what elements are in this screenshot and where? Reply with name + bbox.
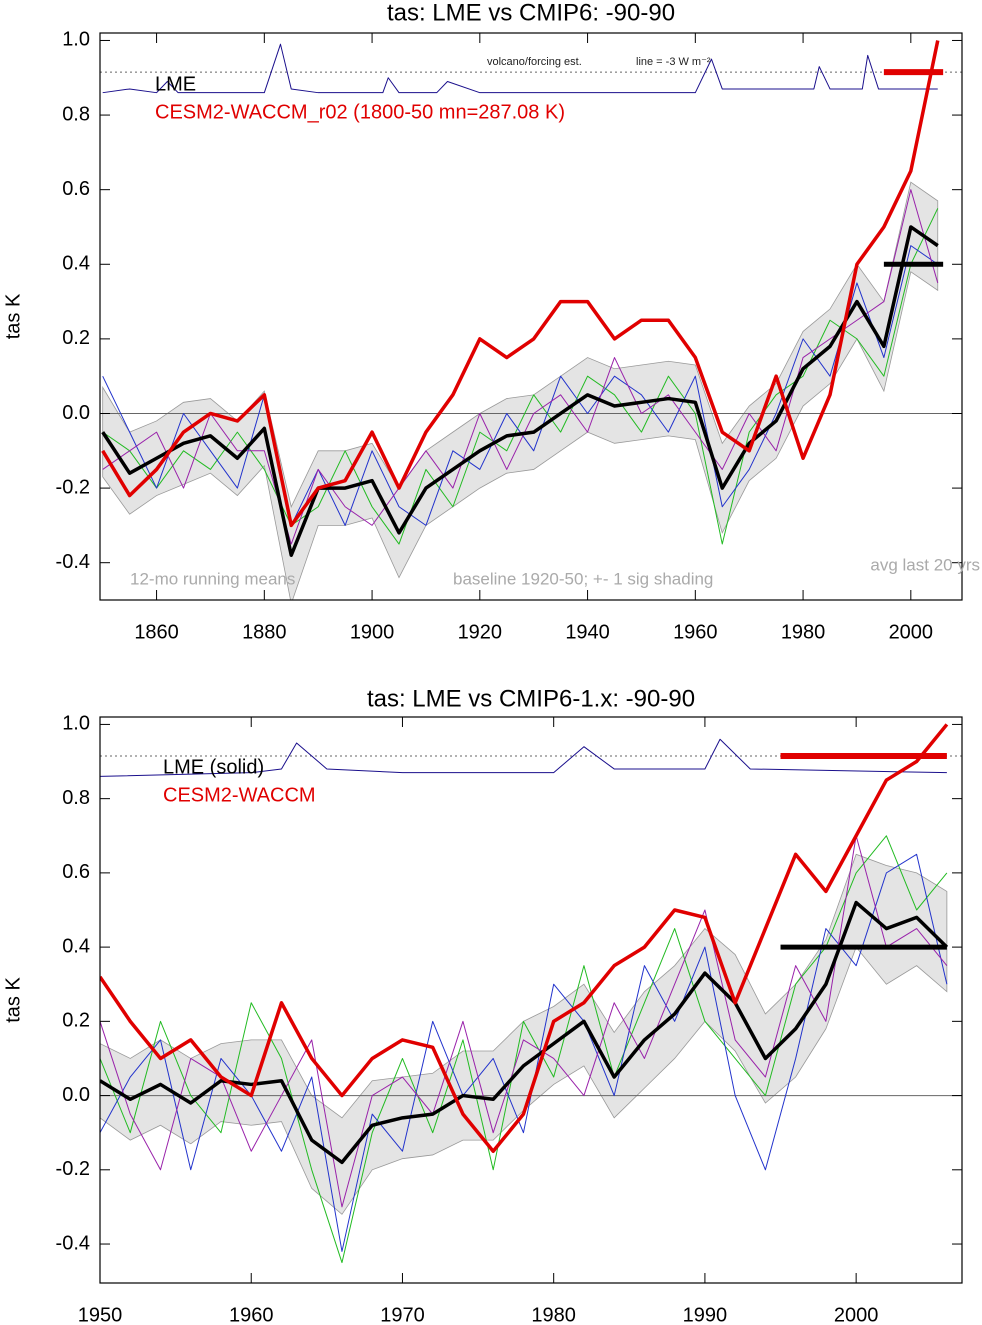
x-tick-label: 1880 [242, 621, 287, 643]
y-tick-label: 0.4 [62, 935, 90, 957]
y-tick-label: 0.2 [62, 327, 90, 349]
legend-entry: CESM2-WACCM_r02 (1800-50 mn=287.08 K) [155, 101, 565, 123]
member-line [102, 245, 939, 526]
x-tick-label: 1900 [350, 621, 395, 643]
member-line [102, 43, 938, 94]
y-tick-label: 0.8 [62, 787, 90, 809]
legend-entry: LME (solid) [163, 756, 264, 778]
x-tick-label: 1990 [683, 1304, 728, 1325]
y-tick-label: -0.2 [56, 1158, 90, 1180]
y-tick-label: 0.0 [62, 402, 90, 424]
series-line [100, 900, 949, 1165]
y-tick-label: 0.0 [62, 1084, 90, 1106]
plot-area [100, 723, 962, 1264]
annotation: line = -3 W m⁻² [636, 56, 711, 68]
y-tick-label: 1.0 [62, 29, 90, 51]
x-tick-label: 1970 [380, 1304, 425, 1325]
legend-entry: CESM2-WACCM [163, 784, 316, 806]
x-tick-label: 1960 [229, 1304, 274, 1325]
y-tick-label: -0.4 [56, 1232, 90, 1254]
x-tick-label: 2000 [834, 1304, 879, 1325]
series-line [101, 40, 940, 528]
y-axis-label: tas K [2, 977, 24, 1023]
x-tick-label: 2000 [889, 621, 934, 643]
sigma-band [102, 181, 939, 600]
plot-frame [99, 716, 963, 1284]
x-tick-label: 1940 [565, 621, 610, 643]
y-tick-label: 0.6 [62, 861, 90, 883]
x-tick-label: 1980 [781, 621, 826, 643]
panel: tas: LME vs CMIP6: -90-90 tas K LME CESM2-W… [2, 0, 980, 643]
y-tick-label: 1.0 [62, 713, 90, 735]
y-tick-label: -0.2 [56, 476, 90, 498]
y-axis-label: tas K [2, 293, 24, 339]
chart-title: tas: LME vs CMIP6-1.x: -90-90 [367, 685, 695, 712]
annotation: volcano/forcing est. [487, 56, 582, 68]
y-tick-label: 0.4 [62, 253, 90, 275]
legend-entry: LME [155, 73, 196, 95]
y-tick-label: 0.6 [62, 178, 90, 200]
annotation: 12-mo running means [130, 569, 295, 588]
panel: tas: LME vs CMIP6-1.x: -90-90 tas K LME (s… [2, 685, 963, 1325]
x-tick-label: 1950 [78, 1304, 123, 1325]
annotation: avg last 20 yrs [870, 555, 980, 574]
member-line [100, 835, 948, 1264]
y-tick-label: 0.8 [62, 103, 90, 125]
chart-title: tas: LME vs CMIP6: -90-90 [387, 0, 675, 26]
series-line [101, 225, 939, 557]
member-line [100, 738, 947, 777]
member-line [100, 835, 948, 1208]
y-tick-label: -0.4 [56, 551, 90, 573]
series-line [100, 723, 949, 1153]
annotation: baseline 1920-50; +- 1 sig shading [453, 569, 713, 588]
y-tick-label: 0.2 [62, 1010, 90, 1032]
x-tick-label: 1860 [134, 621, 179, 643]
x-tick-label: 1980 [531, 1304, 576, 1325]
plot-area [100, 40, 962, 600]
sigma-band [100, 853, 948, 1215]
x-tick-label: 1960 [673, 621, 718, 643]
x-tick-label: 1920 [458, 621, 503, 643]
plot-frame [99, 32, 963, 601]
